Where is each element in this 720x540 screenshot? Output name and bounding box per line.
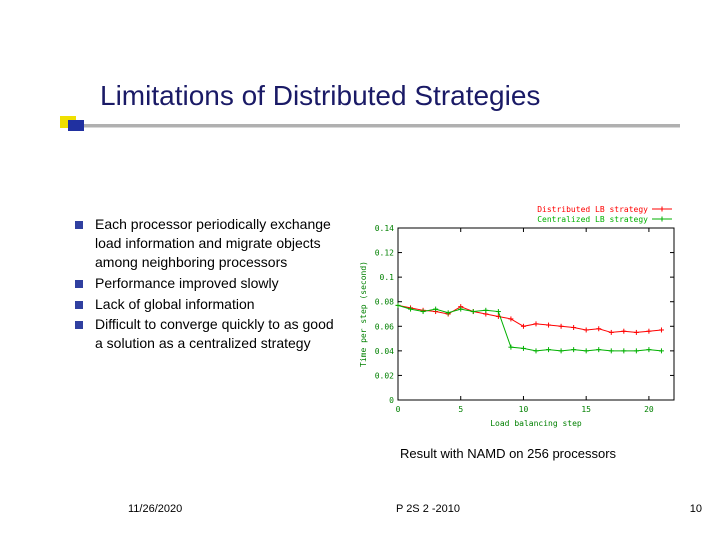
performance-chart: 0 0.02 0.04 0.06 0.08 0.1 0.12 0.14 0 5 10 15 20 Load… — [354, 200, 684, 430]
bullet-text: Lack of global information — [95, 295, 255, 314]
bullet-item: Lack of global information — [75, 295, 340, 314]
footer-date: 11/26/2020 — [128, 503, 182, 515]
title-bar: Limitations of Distributed Strategies — [0, 74, 720, 130]
svg-text:Centralized LB strategy: Centralized LB strategy — [537, 215, 648, 224]
bullet-item: Difficult to converge quickly to as good… — [75, 315, 340, 353]
title-underline-shadow — [76, 127, 680, 128]
bullet-item: Performance improved slowly — [75, 274, 340, 293]
bullet-item: Each processor periodically exchange loa… — [75, 215, 340, 272]
svg-text:15: 15 — [581, 405, 591, 414]
svg-text:0.02: 0.02 — [375, 371, 394, 380]
bullet-marker-icon — [75, 301, 83, 309]
bullet-marker-icon — [75, 221, 83, 229]
svg-text:10: 10 — [519, 405, 529, 414]
slide-title: Limitations of Distributed Strategies — [100, 80, 540, 112]
svg-text:Load balancing step: Load balancing step — [490, 419, 582, 428]
svg-text:0.14: 0.14 — [375, 224, 394, 233]
svg-text:0: 0 — [396, 405, 401, 414]
svg-text:0.1: 0.1 — [380, 273, 395, 282]
bullet-text: Performance improved slowly — [95, 274, 279, 293]
bullet-marker-icon — [75, 280, 83, 288]
bullet-text: Each processor periodically exchange loa… — [95, 215, 340, 272]
svg-text:0.08: 0.08 — [375, 298, 394, 307]
chart-caption: Result with NAMD on 256 processors — [400, 446, 616, 461]
bullet-list: Each processor periodically exchange loa… — [75, 215, 340, 355]
svg-text:0.04: 0.04 — [375, 347, 394, 356]
svg-text:0: 0 — [389, 396, 394, 405]
bullet-marker-icon — [75, 321, 83, 329]
svg-text:5: 5 — [458, 405, 463, 414]
svg-text:0.06: 0.06 — [375, 322, 394, 331]
svg-text:Distributed LB strategy: Distributed LB strategy — [537, 205, 648, 214]
title-accent-blue — [68, 120, 84, 131]
svg-text:20: 20 — [644, 405, 654, 414]
svg-text:0.12: 0.12 — [375, 249, 394, 258]
bullet-text: Difficult to converge quickly to as good… — [95, 315, 340, 353]
svg-text:Time per step (second): Time per step (second) — [359, 261, 368, 367]
footer-center: P 2S 2 -2010 — [396, 503, 460, 515]
chart-svg: 0 0.02 0.04 0.06 0.08 0.1 0.12 0.14 0 5 10 15 20 Load… — [354, 200, 684, 430]
footer-page-number: 10 — [690, 503, 702, 515]
